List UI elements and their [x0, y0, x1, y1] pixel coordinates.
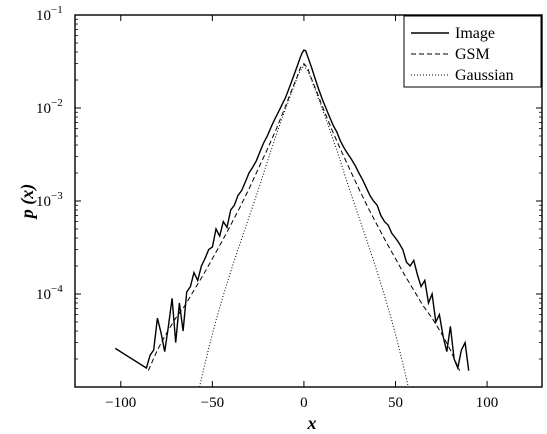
x-tick-label: 100: [476, 395, 499, 411]
series-line-gaussian: [199, 64, 409, 388]
series-line-gsm: [147, 62, 461, 371]
x-tick-label: 0: [300, 395, 308, 411]
y-tick-label: 10−2: [36, 97, 63, 117]
series-layer: [114, 49, 470, 388]
series-line-image: [114, 49, 470, 371]
legend-label-gsm: GSM: [455, 46, 490, 63]
plot-area: −100 −50 0 50 100 10−4 10−3 10−2 10−1: [36, 4, 543, 411]
y-axis: 10−4 10−3 10−2 10−1: [36, 4, 542, 360]
x-tick-label: 50: [388, 395, 403, 411]
x-tick-label: −100: [105, 395, 136, 411]
legend-label-image: Image: [455, 25, 495, 42]
x-axis-label: x: [307, 413, 317, 433]
y-tick-label: 10−1: [36, 4, 63, 24]
legend-label-gaussian: Gaussian: [455, 67, 514, 84]
legend: Image GSM Gaussian: [403, 15, 542, 88]
y-tick-label: 10−3: [36, 190, 63, 210]
x-tick-label: −50: [201, 395, 224, 411]
x-axis: −100 −50 0 50 100: [105, 15, 498, 411]
y-tick-label: 10−4: [36, 283, 63, 303]
y-axis-label: p (x): [17, 184, 38, 221]
